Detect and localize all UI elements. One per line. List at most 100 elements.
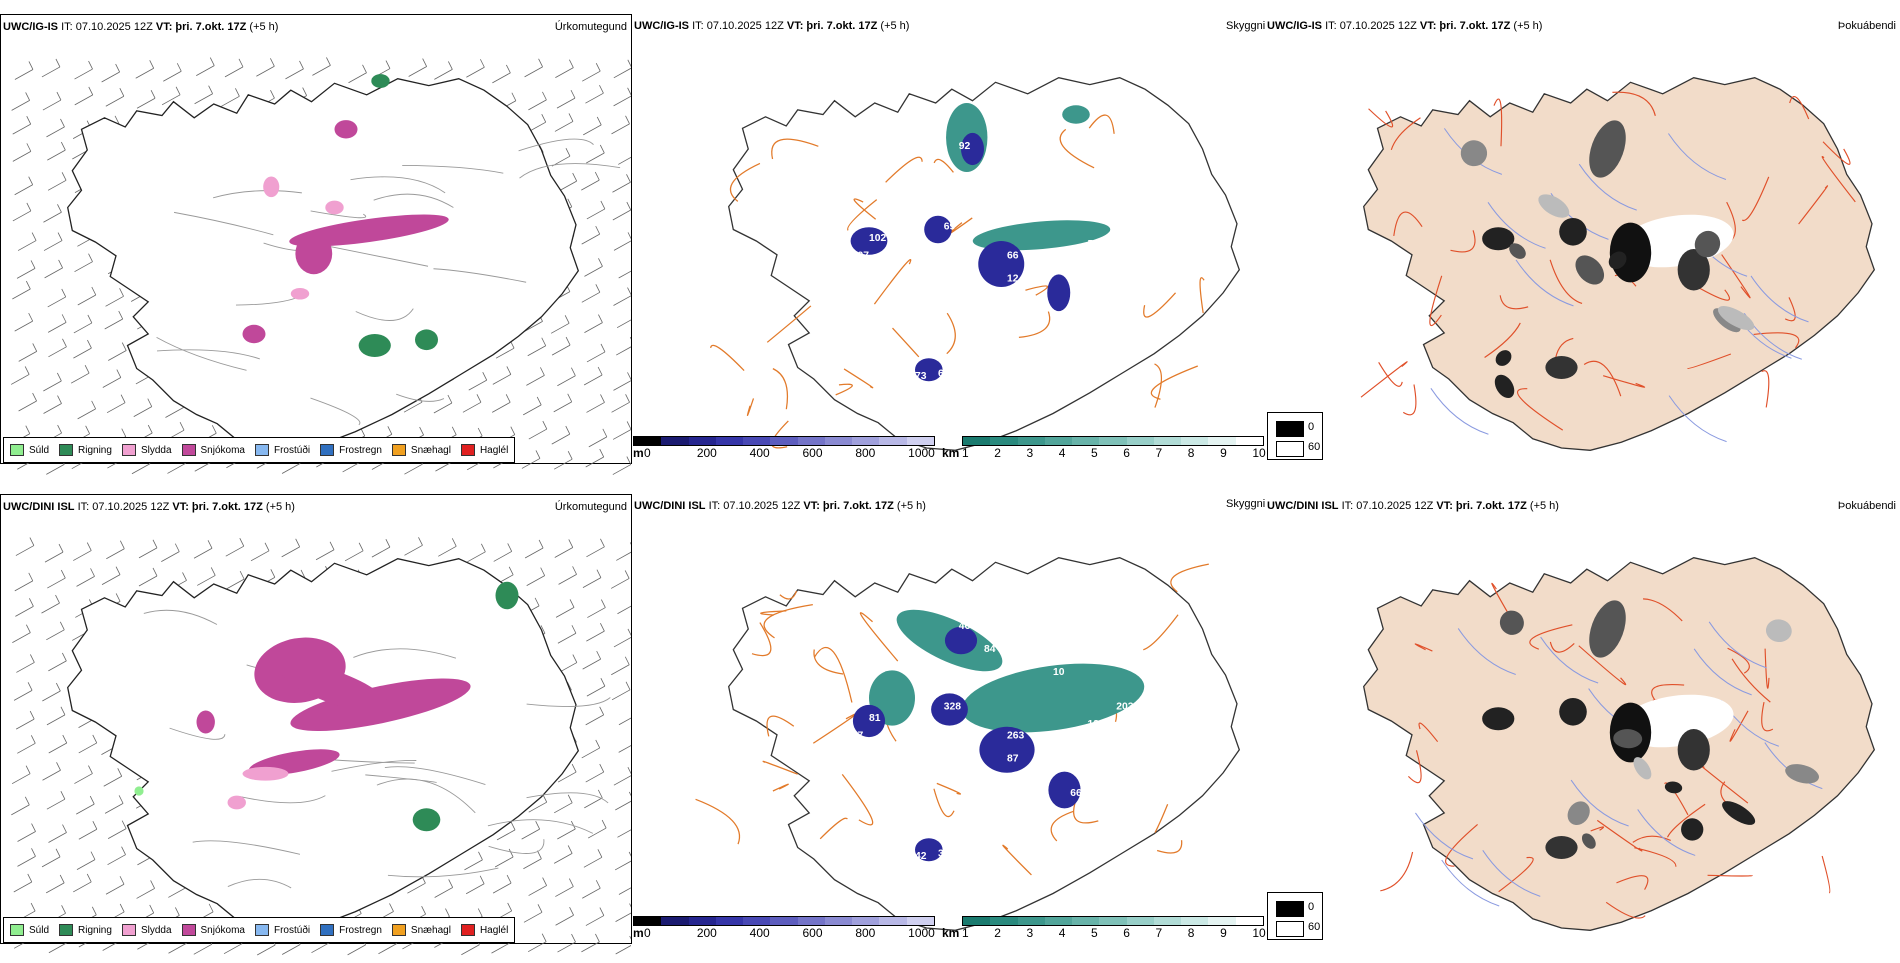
legend-label: Haglél	[479, 924, 509, 936]
panel-subtitle: Skyggni	[1226, 20, 1266, 32]
iceland-outline: 102 107 69 66 335 58 11 110 12 153 150 79 92 74 6 73 63	[710, 77, 1241, 451]
colorbar-tick: 9	[1220, 446, 1227, 460]
colorbar-segment	[990, 917, 1018, 925]
legend-swatch	[10, 924, 24, 936]
colorbar-tick: 5	[1091, 446, 1098, 460]
legend-label: Súld	[29, 924, 50, 936]
colorbar-tick: 7	[1155, 446, 1163, 460]
colorbar-segment	[797, 437, 825, 445]
low-visibility-area	[1062, 105, 1090, 124]
legend-item: Snjókoma	[181, 444, 245, 456]
colorbar-segment	[743, 917, 771, 925]
colorbar-tick: 600	[802, 926, 823, 940]
cloud-height-label: 102	[869, 233, 887, 244]
cloud-height-label: 66	[1007, 250, 1019, 261]
fog-area	[1559, 698, 1587, 726]
fog-area	[1722, 801, 1756, 825]
fog-panel-1: Skyggni UWC/IG-IS IT: 07.10.2025 12Z VT:…	[1226, 14, 1900, 464]
colorbar-segment	[1153, 437, 1182, 445]
fog-area	[1545, 356, 1578, 379]
panel-subtitle: Þokuábendi	[1837, 20, 1896, 32]
fog-area	[1765, 619, 1792, 643]
colorbar-segment	[1044, 917, 1073, 925]
snow-area	[295, 232, 333, 275]
fog-panel-2: Skyggni UWC/DINI ISL IT: 07.10.2025 12Z …	[1226, 494, 1900, 944]
colorbar-tick: 4	[1058, 446, 1066, 460]
panel-title: UWC/IG-IS IT: 07.10.2025 12Z VT: þri. 7.…	[1267, 20, 1543, 32]
cloud-panel-2: UWC/DINI ISL IT: 07.10.2025 12Z VT: þri.…	[632, 494, 1267, 944]
colorbar-tick: 6	[1123, 926, 1130, 940]
colorbar-segment	[770, 917, 798, 925]
colorbar-tick: 800	[855, 446, 876, 460]
low-cloud-area	[931, 693, 968, 726]
panel-title: UWC/DINI ISL IT: 07.10.2025 12Z VT: þri.…	[634, 500, 926, 512]
fog-area	[1509, 243, 1526, 259]
legend-label: Snæhagl	[410, 444, 451, 456]
cloud-height-label: 150	[1070, 308, 1088, 319]
cloud-height-label: 66	[1070, 788, 1082, 799]
iceland-outline	[67, 74, 621, 452]
sleet-area	[263, 176, 280, 198]
precip-panel-2: UWC/DINI ISL IT: 07.10.2025 12Z VT: þri.…	[0, 494, 632, 956]
snow-area	[196, 710, 215, 734]
colorbar-tick: 10	[1252, 446, 1266, 460]
fog-area	[1581, 833, 1596, 849]
fog-area	[1677, 249, 1710, 291]
legend-swatch	[254, 444, 269, 456]
colorbar-segment	[879, 917, 907, 925]
legend-label: Snjókoma	[200, 444, 245, 456]
legend-swatch	[59, 924, 74, 936]
cloud-height-label: 69	[944, 222, 956, 233]
cloud-height-label: 63	[938, 369, 950, 380]
cloud-height-label: 335	[1116, 222, 1134, 233]
precip-legend: Súld Rigning Slydda Snjókoma Frostúði Frostre…	[3, 917, 516, 943]
colorbar-segment	[661, 437, 689, 445]
sleet-area	[290, 288, 310, 300]
colorbar-tick: 8	[1187, 926, 1195, 940]
colorbar-segment	[1017, 437, 1045, 445]
sleet-area	[227, 795, 246, 810]
cloud-height-label: 6	[904, 360, 910, 371]
cloud-height-label: 374	[1070, 765, 1088, 776]
colorbar-segment	[1208, 437, 1236, 445]
colorbar-segment	[1208, 917, 1236, 925]
cloud-panel-1: UWC/IG-IS IT: 07.10.2025 12Z VT: þri. 7.…	[632, 14, 1267, 464]
colorbar-segment	[743, 437, 771, 445]
low-cloud-area	[915, 838, 943, 862]
fog-area	[1677, 729, 1710, 771]
snow-area	[280, 662, 389, 713]
legend-item: Haglél	[460, 924, 509, 936]
cloud-height-label: 81	[869, 713, 881, 724]
colorbar-segment	[852, 437, 880, 445]
colorbar-tick: 4	[1058, 926, 1066, 940]
cloud-height-label: 10	[1053, 667, 1065, 678]
legend-item: Haglél	[460, 444, 508, 456]
cloudbase-colorbar	[633, 436, 935, 446]
colorbar-segment	[824, 437, 853, 445]
fog-map	[1363, 557, 1876, 931]
fog-area	[1717, 306, 1755, 331]
colorbar-tick: 1000	[908, 446, 935, 460]
colorbar-segment	[879, 437, 907, 445]
cloud-height-label: 42	[915, 851, 927, 862]
cloud-height-label: 87	[852, 730, 864, 741]
fog-legend: 0 60	[1267, 892, 1323, 940]
cloud-height-label: 46	[959, 621, 971, 632]
fog-area	[1613, 729, 1643, 749]
fog-area	[1482, 227, 1515, 251]
legend-label: Rigning	[78, 924, 112, 936]
cloud-height-label: 11	[1105, 250, 1116, 261]
cloud-height-label: 203	[1116, 702, 1134, 713]
legend-swatch	[320, 924, 335, 936]
colorbar-segment	[852, 917, 880, 925]
rain-area	[412, 808, 441, 832]
cloud-height-label: 92	[959, 141, 971, 152]
colorbar-tick: 0	[644, 926, 651, 940]
fog-area	[1785, 764, 1819, 784]
fog-area	[1664, 781, 1683, 794]
colorbar-tick: 1	[962, 446, 969, 460]
colorbar-tick: 800	[855, 926, 876, 940]
colorbar-segment	[688, 437, 716, 445]
